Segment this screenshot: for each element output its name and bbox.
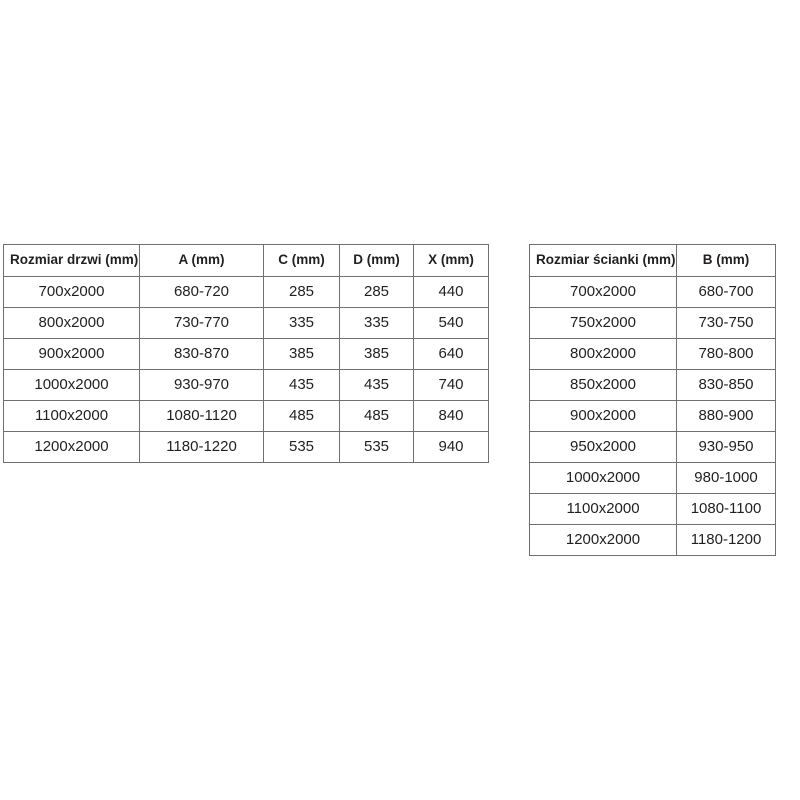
column-header-d: D (mm)	[339, 244, 414, 277]
cell-d: 535	[339, 431, 414, 463]
door-size-specification-table: Rozmiar drzwi (mm) A (mm) C (mm) D (mm) …	[3, 244, 489, 463]
table-header-row: Rozmiar drzwi (mm) A (mm) C (mm) D (mm) …	[3, 244, 489, 277]
cell-d: 285	[339, 276, 414, 308]
cell-b: 1080-1100	[676, 493, 776, 525]
cell-a: 1180-1220	[139, 431, 264, 463]
cell-wall-size: 950x2000	[529, 431, 677, 463]
table-row: 1200x2000 1180-1220 535 535 940	[3, 431, 489, 463]
cell-wall-size: 700x2000	[529, 276, 677, 308]
column-header-x: X (mm)	[413, 244, 489, 277]
table-row: 750x2000 730-750	[529, 307, 776, 339]
cell-x: 640	[413, 338, 489, 370]
cell-door-size: 1200x2000	[3, 431, 140, 463]
table-row: 900x2000 880-900	[529, 400, 776, 432]
table-row: 700x2000 680-700	[529, 276, 776, 308]
cell-b: 780-800	[676, 338, 776, 370]
cell-door-size: 900x2000	[3, 338, 140, 370]
cell-wall-size: 750x2000	[529, 307, 677, 339]
cell-b: 680-700	[676, 276, 776, 308]
cell-c: 535	[263, 431, 340, 463]
table-row: 1000x2000 930-970 435 435 740	[3, 369, 489, 401]
table-row: 1100x2000 1080-1100	[529, 493, 776, 525]
cell-a: 1080-1120	[139, 400, 264, 432]
cell-door-size: 1000x2000	[3, 369, 140, 401]
cell-a: 680-720	[139, 276, 264, 308]
column-header-c: C (mm)	[263, 244, 340, 277]
cell-c: 435	[263, 369, 340, 401]
cell-c: 385	[263, 338, 340, 370]
table-row: 700x2000 680-720 285 285 440	[3, 276, 489, 308]
cell-wall-size: 1200x2000	[529, 524, 677, 556]
cell-door-size: 700x2000	[3, 276, 140, 308]
cell-b: 930-950	[676, 431, 776, 463]
cell-wall-size: 850x2000	[529, 369, 677, 401]
cell-x: 940	[413, 431, 489, 463]
table-row: 800x2000 780-800	[529, 338, 776, 370]
cell-b: 980-1000	[676, 462, 776, 494]
cell-x: 440	[413, 276, 489, 308]
table-row: 1200x2000 1180-1200	[529, 524, 776, 556]
cell-a: 830-870	[139, 338, 264, 370]
cell-d: 385	[339, 338, 414, 370]
wall-panel-size-specification-table: Rozmiar ścianki (mm) B (mm) 700x2000 680…	[529, 244, 776, 556]
cell-x: 740	[413, 369, 489, 401]
column-header-b: B (mm)	[676, 244, 776, 277]
table-row: 1000x2000 980-1000	[529, 462, 776, 494]
cell-door-size: 1100x2000	[3, 400, 140, 432]
table-row: 800x2000 730-770 335 335 540	[3, 307, 489, 339]
cell-x: 540	[413, 307, 489, 339]
cell-d: 435	[339, 369, 414, 401]
table-row: 850x2000 830-850	[529, 369, 776, 401]
cell-c: 485	[263, 400, 340, 432]
cell-x: 840	[413, 400, 489, 432]
column-header-door-size: Rozmiar drzwi (mm)	[3, 244, 140, 277]
cell-b: 880-900	[676, 400, 776, 432]
cell-door-size: 800x2000	[3, 307, 140, 339]
cell-b: 730-750	[676, 307, 776, 339]
cell-c: 285	[263, 276, 340, 308]
cell-a: 730-770	[139, 307, 264, 339]
cell-b: 830-850	[676, 369, 776, 401]
table-header-row: Rozmiar ścianki (mm) B (mm)	[529, 244, 776, 277]
cell-c: 335	[263, 307, 340, 339]
cell-b: 1180-1200	[676, 524, 776, 556]
cell-a: 930-970	[139, 369, 264, 401]
cell-wall-size: 800x2000	[529, 338, 677, 370]
table-row: 900x2000 830-870 385 385 640	[3, 338, 489, 370]
cell-wall-size: 900x2000	[529, 400, 677, 432]
column-header-wall-size: Rozmiar ścianki (mm)	[529, 244, 677, 277]
cell-d: 485	[339, 400, 414, 432]
column-header-a: A (mm)	[139, 244, 264, 277]
cell-wall-size: 1000x2000	[529, 462, 677, 494]
table-row: 950x2000 930-950	[529, 431, 776, 463]
cell-d: 335	[339, 307, 414, 339]
table-row: 1100x2000 1080-1120 485 485 840	[3, 400, 489, 432]
cell-wall-size: 1100x2000	[529, 493, 677, 525]
